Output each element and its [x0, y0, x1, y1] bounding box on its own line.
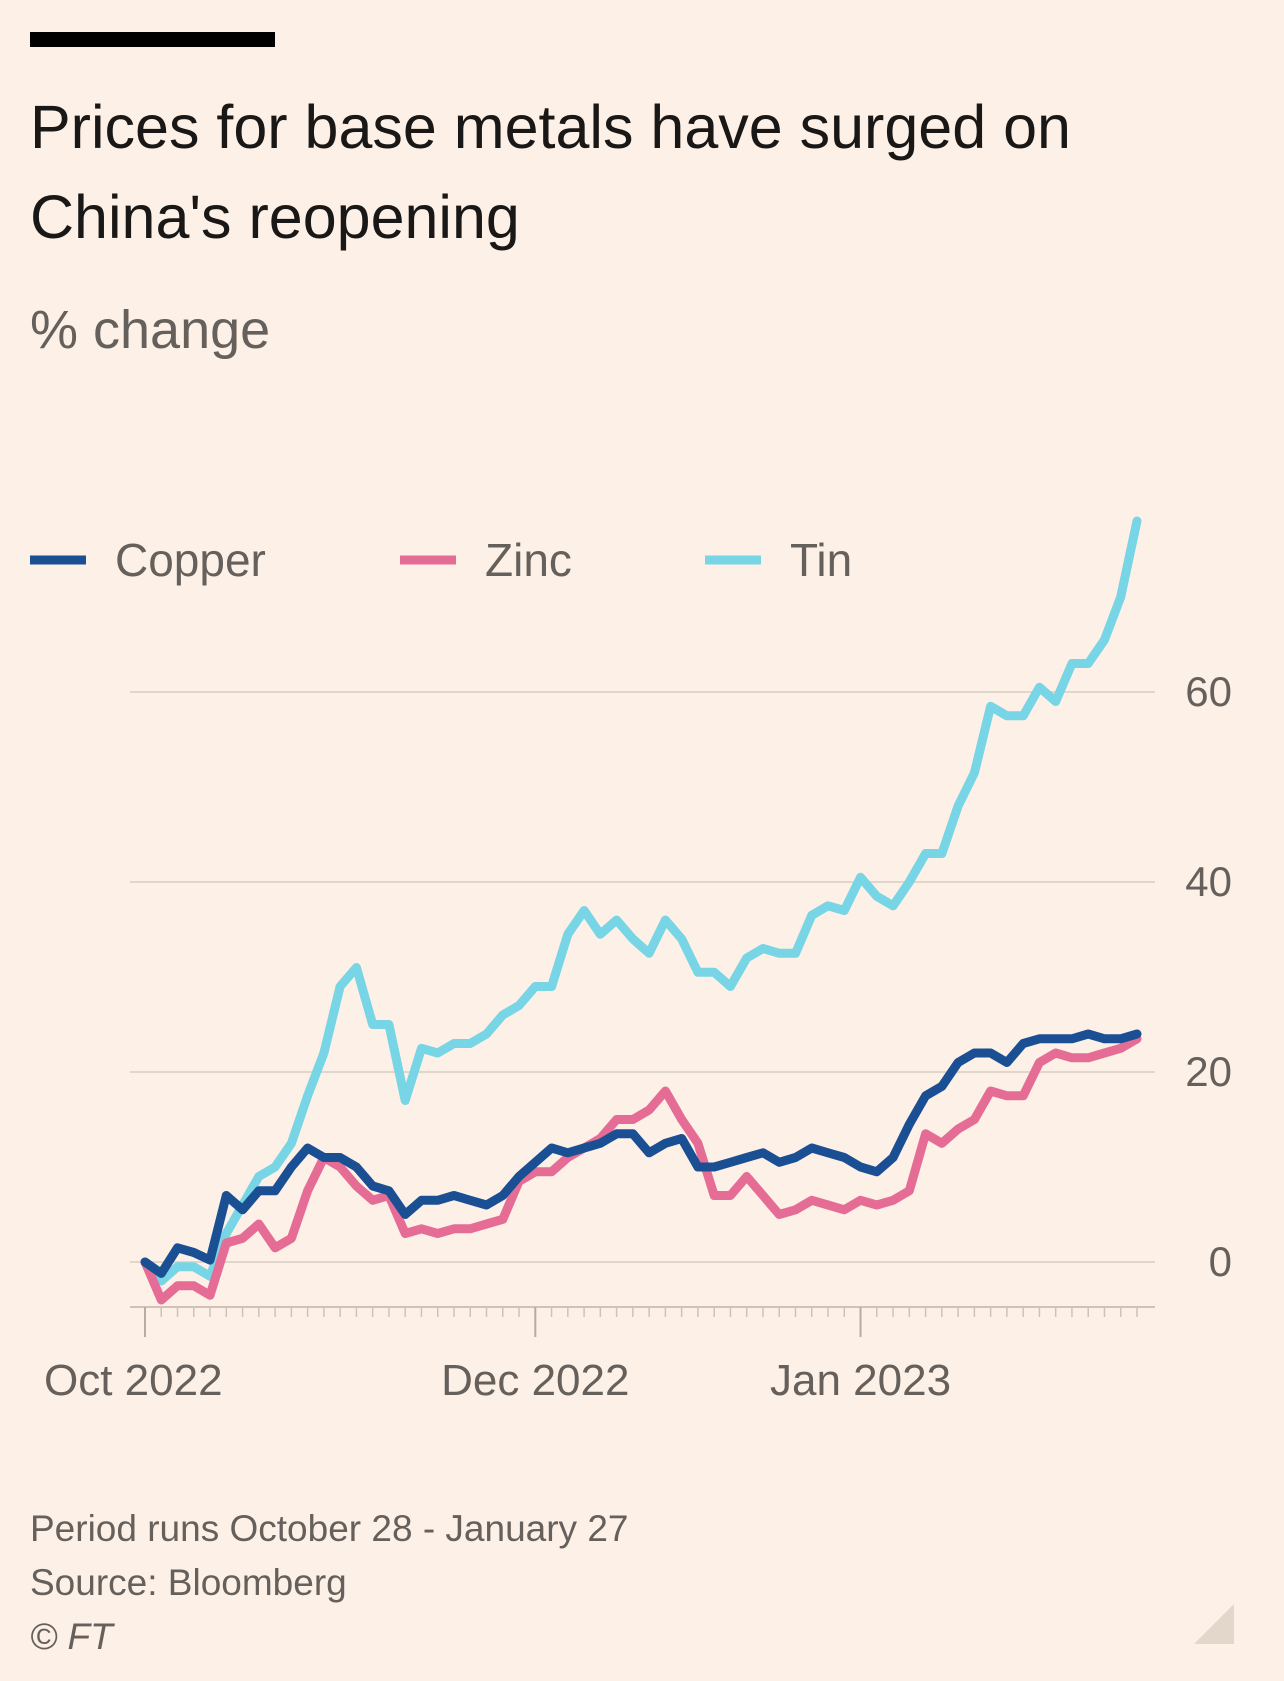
resize-corner-icon — [1194, 1604, 1234, 1644]
x-tick-label-1: Dec 2022 — [441, 1356, 629, 1405]
series-line-zinc — [140, 1034, 1142, 1305]
y-tick-label-20: 20 — [1185, 1048, 1232, 1095]
y-tick-label-0: 0 — [1209, 1238, 1232, 1285]
y-tick-label-60: 60 — [1185, 668, 1232, 715]
period-note: Period runs October 28 - January 27 — [30, 1508, 629, 1549]
y-tick-label-40: 40 — [1185, 858, 1232, 905]
source-note: Source: Bloomberg — [30, 1562, 347, 1603]
chart-subtitle: % change — [30, 300, 271, 360]
series-line-copper — [140, 1029, 1142, 1278]
copyright-note: © FT — [30, 1616, 113, 1657]
legend-label-tin: Tin — [790, 534, 852, 586]
legend-label-copper: Copper — [115, 534, 266, 586]
chart-footer: Period runs October 28 - January 27 Sour… — [30, 1502, 629, 1664]
line-chart: 0 20 40 60 Oct 2022 Dec 2022 Jan 2023 Copper Zin… — [30, 516, 1232, 1405]
chart-title: Prices for base metals have surged on Ch… — [30, 93, 1071, 251]
ft-brand-bar — [30, 32, 275, 47]
x-tick-label-2: Jan 2023 — [770, 1356, 951, 1405]
series-line-tin — [140, 516, 1142, 1286]
x-tick-label-0: Oct 2022 — [44, 1356, 223, 1405]
legend-label-zinc: Zinc — [485, 534, 572, 586]
